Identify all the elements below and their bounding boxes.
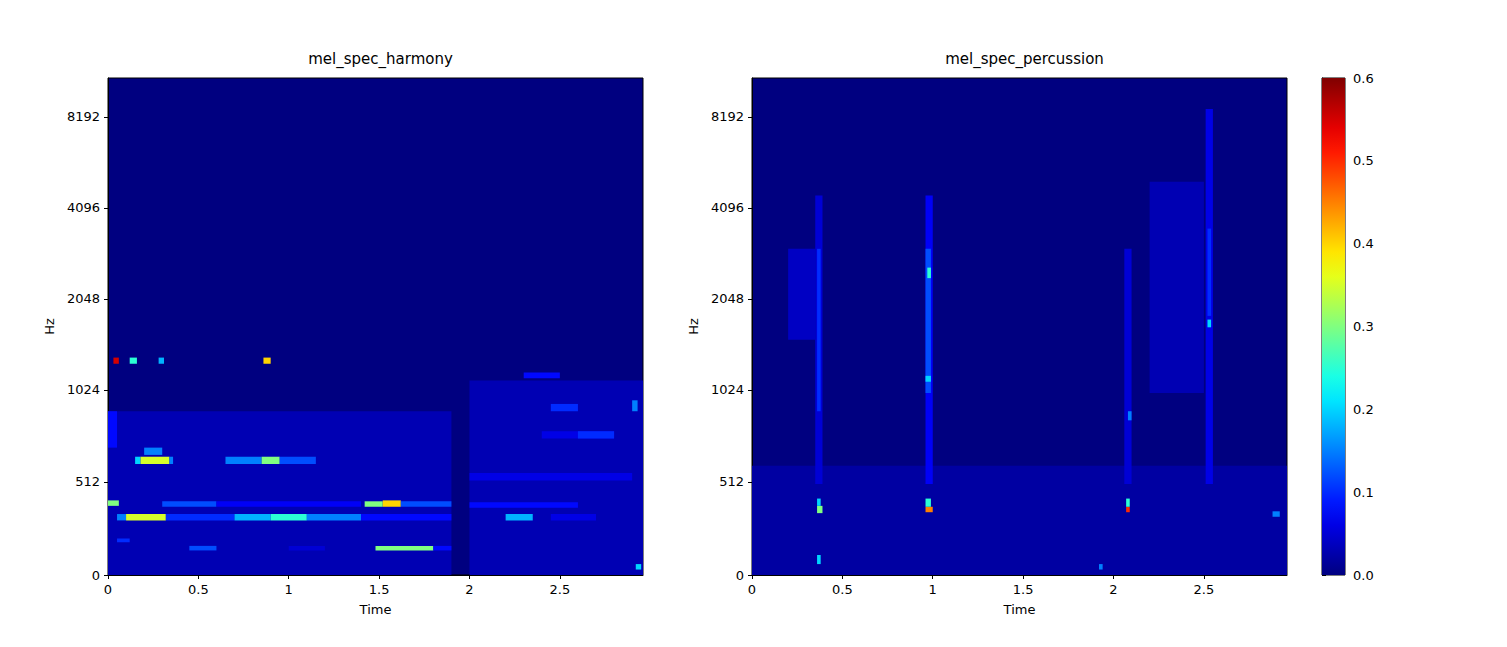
svg-text:mel_spec_harmony: mel_spec_harmony [308, 50, 453, 69]
svg-text:2.5: 2.5 [550, 582, 571, 597]
svg-text:0: 0 [92, 568, 100, 583]
svg-text:1.5: 1.5 [1013, 582, 1034, 597]
svg-text:2.5: 2.5 [1194, 582, 1215, 597]
svg-text:mel_spec_percussion: mel_spec_percussion [945, 50, 1104, 69]
svg-text:Time: Time [1003, 602, 1036, 617]
svg-text:512: 512 [719, 474, 744, 489]
svg-text:0: 0 [104, 582, 112, 597]
svg-text:1024: 1024 [67, 382, 100, 397]
svg-text:Hz: Hz [686, 318, 701, 335]
svg-text:1: 1 [285, 582, 293, 597]
svg-text:0.6: 0.6 [1353, 71, 1374, 86]
svg-text:4096: 4096 [711, 200, 744, 215]
svg-text:0.5: 0.5 [832, 582, 853, 597]
svg-text:4096: 4096 [67, 200, 100, 215]
svg-text:2048: 2048 [711, 291, 744, 306]
svg-text:0.2: 0.2 [1353, 402, 1374, 417]
svg-text:Hz: Hz [42, 318, 57, 335]
svg-text:0.5: 0.5 [1353, 153, 1374, 168]
svg-text:2048: 2048 [67, 291, 100, 306]
svg-text:2: 2 [1109, 582, 1117, 597]
svg-text:2: 2 [465, 582, 473, 597]
svg-text:1.5: 1.5 [369, 582, 390, 597]
svg-text:8192: 8192 [711, 109, 744, 124]
svg-text:1: 1 [929, 582, 937, 597]
svg-text:Time: Time [359, 602, 392, 617]
svg-text:0.3: 0.3 [1353, 319, 1374, 334]
svg-text:0: 0 [748, 582, 756, 597]
svg-text:0.5: 0.5 [188, 582, 209, 597]
svg-text:0.1: 0.1 [1353, 485, 1374, 500]
svg-text:512: 512 [75, 474, 100, 489]
svg-text:0.4: 0.4 [1353, 236, 1374, 251]
svg-text:8192: 8192 [67, 109, 100, 124]
svg-text:1024: 1024 [711, 382, 744, 397]
svg-text:0: 0 [736, 568, 744, 583]
svg-text:0.0: 0.0 [1353, 568, 1374, 583]
